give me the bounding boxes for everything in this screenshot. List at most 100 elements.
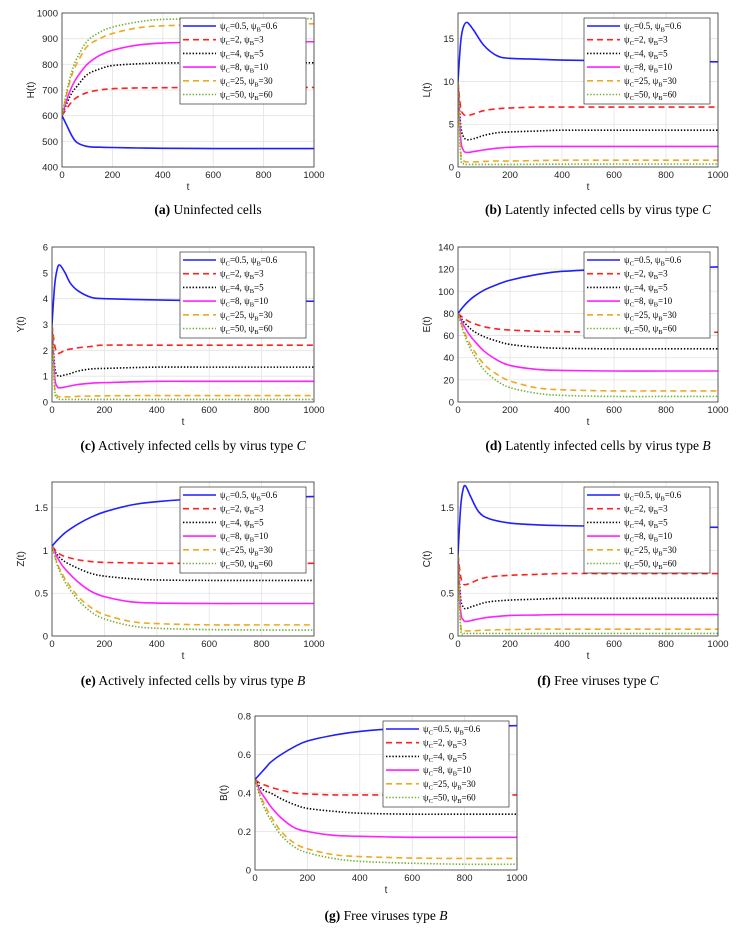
legend-text-part: ψ <box>249 310 255 320</box>
legend-entry: ψC=4, ψB=5 <box>220 48 264 61</box>
y-tick-label: 400 <box>42 163 58 174</box>
legend-text-part: B <box>254 95 259 102</box>
legend-text-part: ψ <box>423 779 429 789</box>
legend-text-part: C <box>226 81 230 88</box>
legend-text-part: B <box>654 509 659 516</box>
x-tick-label: 1000 <box>707 170 728 181</box>
legend-text-part: C <box>630 550 634 557</box>
x-tick-label: 600 <box>201 639 217 650</box>
caption-italic: C <box>650 673 660 688</box>
legend-entry: ψC=0.5, ψB=0.6 <box>423 724 481 737</box>
y-tick-label: 20 <box>443 375 454 386</box>
legend-text-part: C <box>226 302 230 309</box>
legend-text-part: ψ <box>220 517 226 527</box>
series-line <box>458 81 718 166</box>
legend-text-part: ψ <box>249 324 255 334</box>
legend-entry: ψC=0.5, ψB=0.6 <box>220 21 278 34</box>
legend-text-part: B <box>250 54 255 61</box>
legend-box <box>583 17 711 105</box>
y-tick-label: 0.6 <box>238 750 251 761</box>
legend-text-part: =4, <box>634 517 648 527</box>
legend-text-part: ψ <box>624 282 630 292</box>
caption-text: Latently infected cells by virus type <box>502 438 703 453</box>
legend-text-part: B <box>658 81 663 88</box>
legend-text-part: =8, <box>230 62 244 72</box>
legend-text-part: =3 <box>254 269 264 279</box>
legend-text-part: ψ <box>220 282 226 292</box>
legend-text-part: ψ <box>648 504 654 514</box>
x-tick-label: 1000 <box>707 405 728 416</box>
series-line <box>255 779 517 860</box>
legend-text-part: C <box>630 81 634 88</box>
legend-text-part: B <box>654 54 659 61</box>
legend-text-part: C <box>226 550 230 557</box>
legend-text-part: ψ <box>648 296 654 306</box>
legend-text-part: ψ <box>220 310 226 320</box>
legend-text-part: ψ <box>244 517 250 527</box>
legend-text-part: ψ <box>220 48 226 58</box>
legend-text-part: B <box>654 68 659 75</box>
legend-text-part: B <box>250 40 255 47</box>
series-line <box>52 545 314 565</box>
series-line <box>62 115 314 150</box>
legend-text-part: C <box>226 509 230 516</box>
legend-text-part: =8, <box>433 765 447 775</box>
legend-text-part: ψ <box>447 765 453 775</box>
legend-text-part: =50, <box>230 559 249 569</box>
legend-entry: ψC=50, ψB=60 <box>624 559 677 572</box>
x-tick-label: 200 <box>502 639 518 650</box>
legend-text-part: =0.6 <box>261 21 278 31</box>
legend-text-part: ψ <box>447 751 453 761</box>
x-tick-label: 600 <box>606 639 622 650</box>
legend-text-part: ψ <box>220 504 226 514</box>
legend-text-part: ψ <box>648 282 654 292</box>
legend-text-part: C <box>429 784 433 791</box>
legend-text-part: ψ <box>648 531 654 541</box>
legend-entry: ψC=50, ψB=60 <box>624 324 677 337</box>
legend-text-part: C <box>226 496 230 503</box>
series-line <box>52 264 314 325</box>
caption: (d) Latently infected cells by virus typ… <box>485 438 710 453</box>
legend-text-part: =5 <box>457 751 467 761</box>
legend-text-part: =2, <box>634 269 648 279</box>
legend-text-part: =10 <box>658 62 673 72</box>
y-tick-label: 900 <box>42 34 58 45</box>
legend-text-part: =60 <box>259 559 274 569</box>
y-tick-label: 1 <box>43 546 48 557</box>
legend-text-part: =50, <box>230 90 249 100</box>
legend-text-part: =30 <box>259 76 274 86</box>
legend-text-part: ψ <box>220 531 226 541</box>
y-tick-label: 1 <box>43 372 48 383</box>
legend-text-part: =0.5, <box>634 255 655 265</box>
legend-text-part: C <box>226 40 230 47</box>
caption-italic: C <box>297 438 307 453</box>
y-tick-label: 4 <box>43 294 48 305</box>
legend-text-part: ψ <box>624 296 630 306</box>
legend-text-part: =4, <box>230 517 244 527</box>
plot-frame <box>51 481 315 637</box>
series-line <box>458 313 718 372</box>
legend-entry: ψC=4, ψB=5 <box>624 282 668 295</box>
y-tick-label: 0 <box>43 632 48 643</box>
series-line <box>458 81 718 117</box>
plot-frame <box>457 481 719 637</box>
legend-text-part: =25, <box>230 545 249 555</box>
legend: ψC=0.5, ψB=0.6ψC=2, ψB=3ψC=4, ψB=5ψC=8, … <box>583 17 711 105</box>
x-tick-label: 400 <box>554 639 570 650</box>
y-axis-label: L(t) <box>422 83 433 98</box>
caption-italic: B <box>702 438 710 453</box>
legend-text-part: ψ <box>447 738 453 748</box>
legend-text-part: B <box>254 550 259 557</box>
legend-text-part: B <box>254 315 259 322</box>
legend-text-part: B <box>250 523 255 530</box>
legend-text-part: =3 <box>658 269 668 279</box>
legend-text-part: ψ <box>251 255 257 265</box>
legend-text-part: B <box>654 274 659 281</box>
legend-text-part: C <box>630 496 634 503</box>
series-line <box>52 545 314 626</box>
legend-entry: ψC=4, ψB=5 <box>624 48 668 61</box>
legend-text-part: =3 <box>658 504 668 514</box>
legend-text-part: B <box>658 550 663 557</box>
legend-text-part: ψ <box>655 21 661 31</box>
